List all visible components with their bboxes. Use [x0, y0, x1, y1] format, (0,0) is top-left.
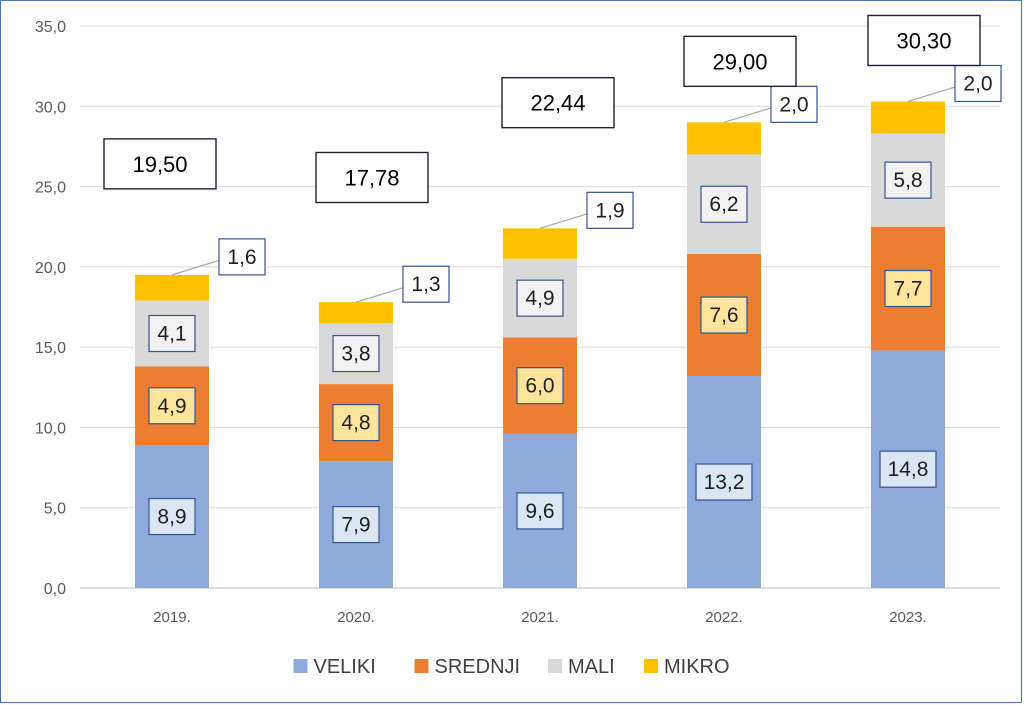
- data-label-box: [332, 505, 380, 544]
- y-tick-label: 0,0: [44, 581, 66, 598]
- data-label-box: [148, 387, 196, 425]
- data-label-mikro: 2,0: [779, 93, 808, 116]
- total-label-box: [501, 76, 615, 129]
- y-tick-label: 25,0: [35, 180, 66, 197]
- bar-segment-mikro: [503, 228, 577, 259]
- bar-segment-mikro: [319, 302, 393, 324]
- total-label-box: [103, 138, 217, 190]
- data-label-veliki: 9,6: [525, 500, 554, 523]
- legend-label-mali: MALI: [568, 656, 615, 678]
- legend-swatch-veliki: [293, 659, 308, 673]
- total-label: 19,50: [132, 152, 187, 177]
- leader-line: [171, 259, 220, 276]
- data-label-box: [586, 191, 634, 229]
- legend-swatch-srednji: [414, 659, 429, 673]
- data-label-srednji: 7,6: [709, 304, 738, 327]
- data-label-mikro: 1,6: [227, 246, 256, 269]
- data-label-mali: 6,2: [709, 193, 738, 216]
- data-label-box: [332, 404, 380, 442]
- data-label-veliki: 7,9: [341, 514, 370, 537]
- data-label-box: [218, 238, 266, 276]
- leader-line: [907, 86, 956, 103]
- legend-swatch-mali: [548, 659, 562, 673]
- data-label-box: [516, 492, 564, 530]
- y-tick-label: 5,0: [44, 501, 66, 518]
- data-label-srednji: 4,9: [157, 395, 186, 418]
- y-tick-label: 35,0: [35, 19, 66, 36]
- data-label-veliki: 14,8: [888, 458, 929, 481]
- data-label-box: [884, 269, 932, 308]
- legend-swatch-mikro: [644, 659, 658, 673]
- x-tick-label: 2019.: [153, 609, 191, 626]
- data-label-box: [148, 497, 196, 536]
- x-tick-label: 2022.: [705, 609, 743, 626]
- data-label-mali: 4,1: [157, 322, 186, 345]
- bar-segment-mikro: [687, 122, 761, 155]
- data-label-box: [402, 265, 450, 303]
- total-label: 17,78: [344, 166, 399, 191]
- data-label-srednji: 4,8: [341, 412, 370, 435]
- leader-line: [355, 287, 404, 303]
- y-tick-label: 20,0: [35, 260, 66, 277]
- y-tick-label: 30,0: [35, 99, 66, 116]
- data-label-mali: 4,9: [525, 287, 554, 310]
- data-label-mali: 3,8: [341, 343, 370, 366]
- data-label-mikro: 1,3: [411, 273, 440, 296]
- total-label: 30,30: [896, 28, 951, 53]
- total-label-box: [315, 151, 429, 204]
- legend-label-mikro: MIKRO: [664, 656, 730, 678]
- legend-label-srednji: SREDNJI: [435, 656, 521, 678]
- x-tick-label: 2023.: [889, 609, 927, 626]
- data-label-veliki: 8,9: [157, 506, 186, 529]
- data-label-box: [516, 279, 564, 317]
- total-label: 22,44: [530, 91, 585, 116]
- data-label-srednji: 6,0: [525, 375, 554, 398]
- data-label-box: [884, 161, 932, 199]
- bar-segment-mikro: [871, 101, 945, 134]
- legend-label-veliki: VELIKI: [314, 656, 376, 678]
- data-label-box: [148, 314, 196, 353]
- data-label-mikro: 1,9: [595, 199, 624, 222]
- leader-line: [723, 107, 772, 123]
- data-label-box: [700, 296, 748, 334]
- data-label-box: [879, 450, 937, 488]
- total-label-box: [683, 35, 797, 88]
- total-label: 29,00: [712, 49, 767, 74]
- y-tick-label: 10,0: [35, 420, 66, 437]
- data-label-box: [770, 85, 818, 123]
- total-label-box: [867, 14, 981, 67]
- data-label-mali: 5,8: [893, 169, 922, 192]
- leader-line: [539, 213, 588, 229]
- y-tick-label: 15,0: [35, 340, 66, 357]
- data-label-box: [700, 185, 748, 223]
- x-tick-label: 2020.: [337, 609, 375, 626]
- data-label-srednji: 7,7: [893, 278, 922, 301]
- data-label-box: [332, 334, 380, 373]
- bar-segment-mikro: [135, 274, 209, 301]
- data-label-box: [516, 367, 564, 405]
- data-label-box: [695, 463, 753, 501]
- data-label-veliki: 13,2: [704, 471, 745, 494]
- data-label-mikro: 2,0: [963, 72, 992, 95]
- x-tick-label: 2021.: [521, 609, 559, 626]
